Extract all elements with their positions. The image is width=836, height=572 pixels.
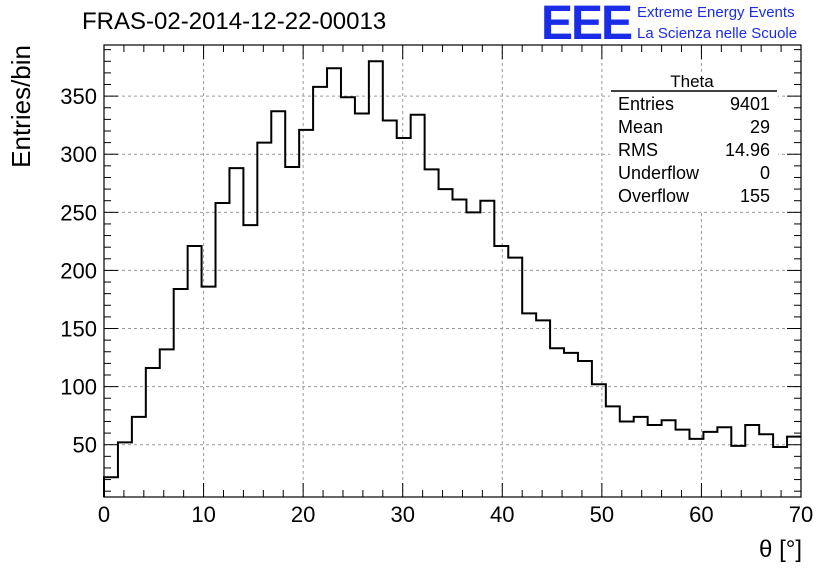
histogram-bin: [257, 143, 271, 497]
histogram-bin: [648, 425, 662, 497]
stats-value: 155: [740, 186, 770, 206]
y-tick-label: 250: [60, 200, 97, 225]
y-tick-label: 100: [60, 375, 97, 400]
plot-frame: [103, 44, 802, 498]
histogram-bin: [466, 212, 480, 497]
stats-value: 14.96: [725, 140, 770, 160]
histogram-bin: [787, 437, 801, 497]
histogram-bin: [634, 417, 648, 497]
eee-logo: EEE: [541, 0, 633, 50]
x-tick-label: 20: [291, 502, 315, 527]
histogram-bin: [146, 368, 160, 497]
histogram-bin: [453, 200, 467, 497]
histogram-bin: [118, 442, 132, 497]
histogram-bin: [174, 289, 188, 497]
histogram-bin: [676, 430, 690, 497]
histogram-bin: [564, 353, 578, 497]
stats-value: 9401: [730, 94, 770, 114]
y-tick-label: 150: [60, 317, 97, 342]
stats-label: Underflow: [618, 163, 700, 183]
x-tick-label: 30: [390, 502, 414, 527]
histogram-bin: [536, 320, 550, 497]
histogram-bin: [355, 114, 369, 497]
histogram-bin: [703, 432, 717, 497]
histogram-bin: [341, 97, 355, 497]
x-tick-label: 50: [590, 502, 614, 527]
histogram-bin: [327, 68, 341, 497]
histogram-bin: [578, 361, 592, 497]
stats-value: 29: [750, 117, 770, 137]
histogram-bin: [508, 258, 522, 497]
histogram-bin: [383, 121, 397, 497]
histogram-bin: [299, 130, 313, 497]
histogram-bin: [480, 201, 494, 497]
histogram-bin: [411, 115, 425, 497]
histogram-bin: [773, 447, 787, 497]
histogram-bin: [689, 439, 703, 497]
stats-title: Theta: [670, 72, 714, 91]
histogram-bin: [425, 169, 439, 497]
x-tick-label: 0: [98, 502, 110, 527]
histogram-bin: [717, 427, 731, 497]
stats-label: Mean: [618, 117, 663, 137]
histogram-bin: [271, 111, 285, 497]
histogram-bin: [104, 477, 118, 497]
histogram-bin: [745, 425, 759, 497]
page-title: FRAS-02-2014-12-22-00013: [82, 8, 387, 35]
x-tick-label: 10: [191, 502, 215, 527]
histogram-bin: [285, 167, 299, 497]
histogram-bin: [160, 349, 174, 497]
y-tick-label: 350: [60, 84, 97, 109]
histogram-bin: [494, 246, 508, 497]
histogram-bin: [592, 384, 606, 497]
histogram-bin: [397, 138, 411, 497]
histogram-bin: [216, 203, 230, 497]
stats-box: [610, 75, 778, 210]
histogram-bin: [606, 406, 620, 497]
histogram-bin: [132, 417, 146, 497]
histogram-bin: [229, 168, 243, 497]
histogram-bin: [202, 287, 216, 497]
y-tick-label: 200: [60, 258, 97, 283]
histogram-bin: [731, 446, 745, 497]
histogram-bin: [439, 189, 453, 497]
logo-line-1: Extreme Energy Events: [637, 4, 795, 21]
stats-label: Entries: [618, 94, 674, 114]
histogram-bin: [313, 87, 327, 497]
stats-label: RMS: [618, 140, 658, 160]
histogram-bin: [662, 420, 676, 497]
stats-value: 0: [760, 163, 770, 183]
y-tick-label: 300: [60, 142, 97, 167]
logo-line-2: La Scienza nelle Scuole: [637, 25, 798, 42]
x-tick-label: 40: [490, 502, 514, 527]
x-tick-label: 60: [689, 502, 713, 527]
histogram-bin: [620, 421, 634, 497]
y-axis-label: Entries/bin: [6, 45, 36, 168]
histogram-bin: [759, 434, 773, 497]
y-tick-label: 50: [73, 433, 97, 458]
histogram-bin: [522, 313, 536, 497]
x-axis-label: θ [°]: [759, 536, 802, 563]
histogram-line: [103, 60, 801, 497]
histogram-bin: [369, 61, 383, 497]
histogram-bin: [188, 246, 202, 497]
histogram-bin: [243, 225, 257, 497]
x-tick-label: 70: [789, 502, 813, 527]
stats-label: Overflow: [618, 186, 690, 206]
histogram-bin: [550, 348, 564, 497]
